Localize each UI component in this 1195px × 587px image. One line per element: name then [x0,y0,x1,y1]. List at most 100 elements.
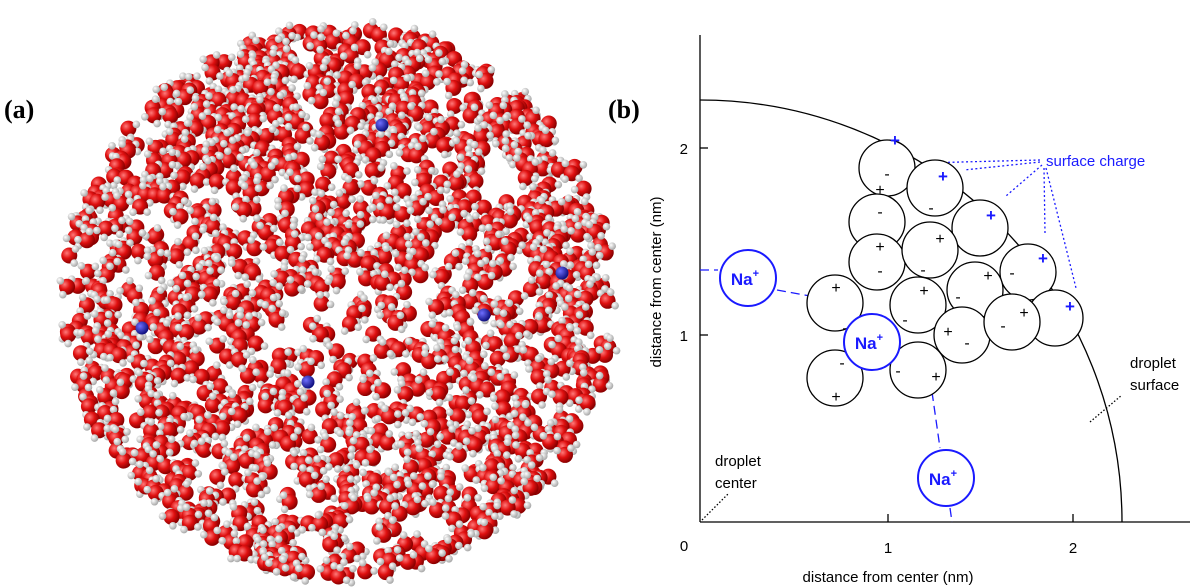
hydrogen [460,210,468,218]
hydrogen [77,262,85,270]
hydrogen [311,471,319,479]
hydrogen [356,268,364,276]
hydrogen [400,531,408,539]
hydrogen [509,161,517,169]
hydrogen [433,78,441,86]
hydrogen [548,390,556,398]
hydrogen [146,335,154,343]
hydrogen [405,200,413,208]
hydrogen [457,228,465,236]
hydrogen [278,323,286,331]
hydrogen [327,301,335,309]
hydrogen [304,234,312,242]
sodium [136,322,149,335]
hydrogen [323,390,331,398]
hydrogen [585,221,593,229]
hydrogen [261,342,269,350]
hydrogen [143,486,151,494]
hydrogen [306,137,314,145]
hydrogen [199,226,207,234]
hydrogen [583,408,591,416]
hydrogen [514,148,522,156]
hydrogen [324,277,332,285]
hydrogen [242,74,250,82]
hydrogen [471,104,479,112]
hydrogen [485,224,493,232]
hydrogen [456,520,464,528]
hydrogen [454,324,462,332]
hydrogen [234,272,242,280]
hydrogen [192,247,200,255]
hydrogen [429,30,437,38]
hydrogen [271,176,279,184]
hydrogen [228,53,236,61]
hydrogen [513,154,521,162]
hydrogen [317,565,325,573]
hydrogen [153,391,161,399]
hydrogen [359,469,367,477]
hydrogen [445,495,453,503]
hydrogen [372,393,380,401]
ion-symbol: Na [855,334,877,353]
hydrogen [414,496,422,504]
hydrogen [251,498,259,506]
hydrogen [291,449,299,457]
hydrogen [510,487,518,495]
hydrogen [229,86,237,94]
hydrogen [305,456,313,464]
hydrogen [405,240,413,248]
hydrogen [477,85,485,93]
hydrogen [520,346,528,354]
charge: - [928,200,933,217]
hydrogen [284,114,292,122]
hydrogen [549,149,557,157]
hydrogen [256,222,264,230]
hydrogen [611,302,619,310]
hydrogen [574,208,582,216]
hydrogen [114,311,122,319]
hydrogen [369,64,377,72]
hydrogen [576,311,584,319]
hydrogen [336,395,344,403]
hydrogen [109,249,117,257]
hydrogen [385,48,393,56]
hydrogen [453,170,461,178]
charge: + [1038,249,1048,268]
hydrogen [252,368,260,376]
hydrogen [420,368,428,376]
hydrogen [274,409,282,417]
hydrogen [493,450,501,458]
hydrogen [477,260,485,268]
hydrogen [516,307,524,315]
hydrogen [539,146,547,154]
hydrogen [113,192,121,200]
hydrogen [385,197,393,205]
hydrogen [140,360,148,368]
hydrogen [391,189,399,197]
hydrogen [347,452,355,460]
hydrogen [169,392,177,400]
hydrogen [284,369,292,377]
hydrogen [560,225,568,233]
hydrogen [214,126,222,134]
hydrogen [111,224,119,232]
charge: - [877,263,882,280]
hydrogen [535,313,543,321]
hydrogen [146,137,154,145]
hydrogen [536,454,544,462]
hydrogen [154,224,162,232]
hydrogen [558,198,566,206]
hydrogen [451,337,459,345]
hydrogen [213,51,221,59]
hydrogen [174,221,182,229]
ion-symbol: Na [731,270,753,289]
hydrogen [403,219,411,227]
hydrogen [253,177,261,185]
hydrogen [343,576,351,584]
hydrogen [388,303,396,311]
hydrogen [330,201,338,209]
sodium [302,376,315,389]
hydrogen [104,330,112,338]
hydrogen [129,208,137,216]
hydrogen [393,195,401,203]
